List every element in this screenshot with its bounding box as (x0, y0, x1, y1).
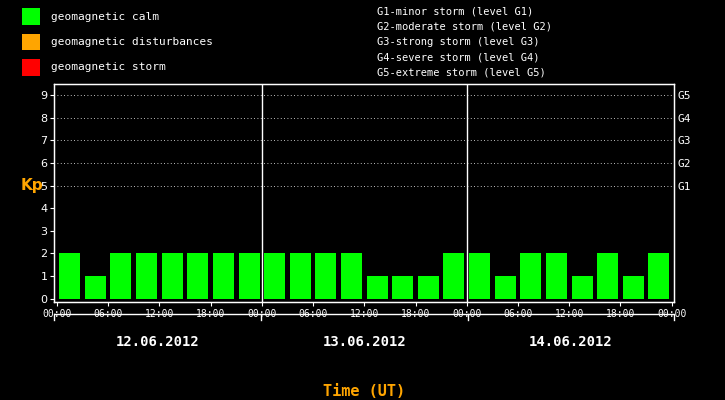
Bar (315, 254, 336, 299)
Text: geomagnetic disturbances: geomagnetic disturbances (51, 37, 212, 47)
Text: 12.06.2012: 12.06.2012 (116, 335, 199, 349)
Bar (571, 276, 592, 299)
Bar (85, 276, 106, 299)
Text: geomagnetic storm: geomagnetic storm (51, 62, 165, 72)
Bar (59, 254, 80, 299)
Bar (623, 276, 644, 299)
Bar (213, 254, 234, 299)
Bar (367, 276, 388, 299)
Bar (290, 254, 311, 299)
Bar (239, 254, 260, 299)
Text: 14.06.2012: 14.06.2012 (529, 335, 613, 349)
Text: Time (UT): Time (UT) (323, 384, 405, 399)
Bar (597, 254, 618, 299)
Bar (264, 254, 285, 299)
Bar (22, 34, 40, 50)
Bar (187, 254, 208, 299)
Bar (22, 59, 40, 76)
Bar (648, 254, 669, 299)
Y-axis label: Kp: Kp (20, 178, 44, 193)
Text: G4-severe storm (level G4): G4-severe storm (level G4) (377, 52, 539, 62)
Bar (22, 8, 40, 25)
Bar (341, 254, 362, 299)
Bar (444, 254, 465, 299)
Bar (392, 276, 413, 299)
Bar (469, 254, 490, 299)
Text: G5-extreme storm (level G5): G5-extreme storm (level G5) (377, 67, 546, 77)
Text: geomagnetic calm: geomagnetic calm (51, 12, 159, 22)
Bar (418, 276, 439, 299)
Bar (494, 276, 515, 299)
Bar (136, 254, 157, 299)
Bar (546, 254, 567, 299)
Bar (521, 254, 542, 299)
Bar (110, 254, 131, 299)
Bar (162, 254, 183, 299)
Text: 13.06.2012: 13.06.2012 (323, 335, 406, 349)
Text: G3-strong storm (level G3): G3-strong storm (level G3) (377, 37, 539, 47)
Text: G2-moderate storm (level G2): G2-moderate storm (level G2) (377, 22, 552, 32)
Text: G1-minor storm (level G1): G1-minor storm (level G1) (377, 7, 534, 17)
